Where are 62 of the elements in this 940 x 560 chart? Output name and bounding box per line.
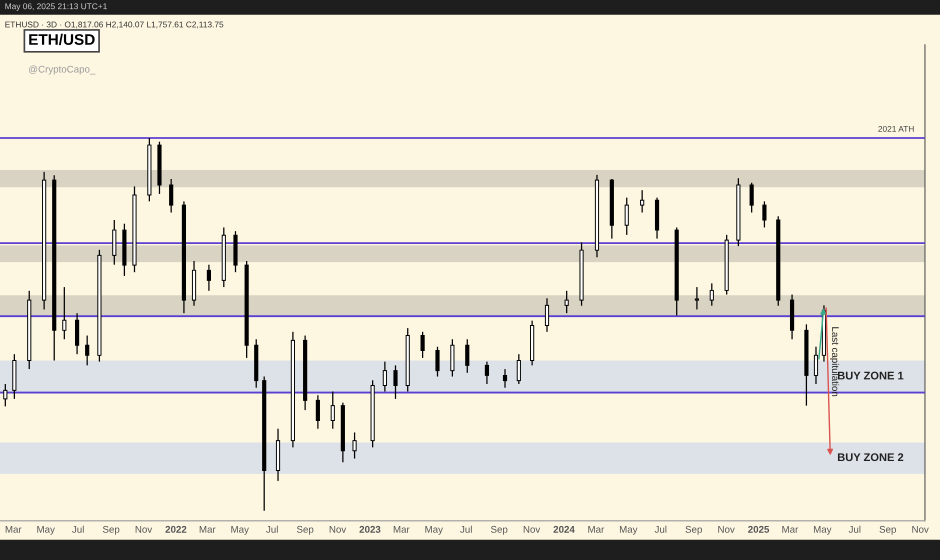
candlestick [624,197,629,236]
candlestick [352,432,357,460]
x-tick-label: May [620,526,638,535]
x-tick-label: 2024 [554,526,575,533]
text: @CryptoCapo_ [28,65,96,75]
x-tick-label: Nov [718,526,735,533]
x-tick-label: Mar [588,526,604,533]
band-label: BUY ZONE 1 [838,372,904,380]
x-tick-label: Sep [686,526,702,535]
candlestick [316,394,320,430]
x-tick-label: 2025 [748,526,770,533]
candlestick [502,368,508,388]
x-tick-label: Sep [880,526,896,535]
candlestick [544,298,550,332]
x-tick-label: Mar [782,526,798,533]
candlestick [169,178,174,214]
candlestick [640,190,644,214]
candlestick [85,334,90,366]
x-tick-label: Sep [102,526,120,535]
x-tick-label: Nov [136,526,152,533]
candlestick [564,290,569,314]
candlestick [694,286,699,310]
candlestick [206,264,211,292]
candlestick [750,182,754,214]
candlestick [516,354,521,385]
candlestick [465,338,470,374]
x-tick-label: Nov [330,526,346,533]
x-tick-label: Jul [654,526,666,533]
annotation: Last capitulation [830,327,840,396]
x-tick-label: Jul [72,526,84,533]
candlestick [420,331,425,359]
x-tick-label: Mar [394,526,410,533]
x-tick-label: May [425,526,443,535]
candlestick [762,200,766,228]
x-tick-label: Nov [524,526,540,533]
candlestick [814,346,818,385]
x-tick-label: Mar [6,526,22,533]
candlestick [330,390,335,430]
candlestick [710,282,714,306]
text: ETHUSD · 3D · O1,817.06 H2,140.07 L1,757.61 C2,113.75 [5,22,224,28]
ref-line-label: 2021 ATH [878,126,914,132]
x-tick-label: Jul [460,526,472,533]
x-tick-label: Mar [200,526,216,533]
candlestick [435,346,440,378]
x-tick-label: May [231,526,249,535]
candlestick [382,361,387,392]
x-tick-label: 2023 [360,526,380,533]
candlestick [393,364,398,400]
x-tick-label: Nov [912,526,929,533]
x-tick-label: May [814,526,832,535]
x-tick-label: Jul [848,526,860,533]
candlestick [62,286,66,340]
x-tick-label: Jul [266,526,278,533]
x-tick-label: May [37,526,55,535]
band-label: BUY ZONE 2 [838,453,904,462]
candlestick [484,361,490,385]
x-tick-label: 2022 [165,526,186,533]
x-tick-label: Sep [296,526,314,535]
chart-title: ETH/USD [29,34,95,46]
text: May 06, 2025 21:13 UTC+1 [5,3,107,11]
candlestick [3,383,8,407]
x-tick-label: Sep [490,526,508,535]
